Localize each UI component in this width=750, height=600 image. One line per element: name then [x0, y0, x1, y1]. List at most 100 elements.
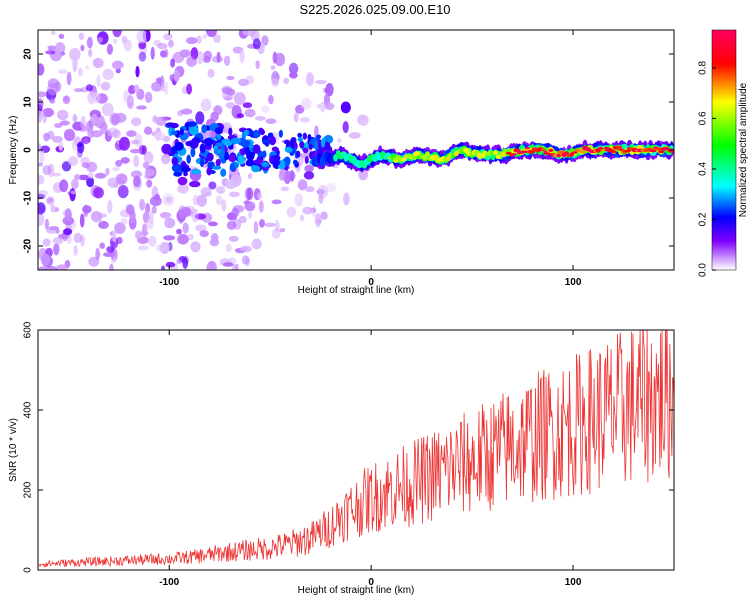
x-tick-label: 0	[368, 277, 374, 288]
noise-blob	[216, 51, 221, 63]
noise-blob	[319, 101, 326, 113]
x-tick-label: -100	[159, 577, 179, 588]
noise-blob	[118, 136, 130, 151]
noise-blob	[213, 34, 222, 43]
noise-blob	[259, 219, 265, 228]
snr-ylabel: SNR (10 * v/v)	[8, 418, 19, 482]
noise-blob	[80, 44, 85, 52]
y-tick-label: 0	[23, 567, 34, 573]
noise-blob	[55, 264, 68, 270]
transition-blob	[228, 154, 237, 163]
transition-blob	[215, 158, 221, 167]
noise-blob	[47, 130, 55, 140]
noise-blob	[144, 168, 155, 177]
transition-blob	[206, 152, 214, 162]
noise-blob	[96, 74, 101, 88]
noise-blob	[210, 233, 219, 243]
noise-blob	[177, 183, 189, 194]
noise-blob	[143, 151, 154, 164]
noise-blob	[38, 162, 43, 167]
ridge-blob	[511, 153, 517, 156]
noise-blob	[238, 215, 247, 224]
noise-blob	[206, 30, 217, 38]
noise-blob	[258, 200, 264, 213]
noise-blob	[106, 246, 115, 253]
noise-blob	[152, 115, 158, 122]
noise-blob	[49, 97, 55, 104]
noise-blob	[190, 241, 201, 253]
noise-blob	[304, 164, 314, 173]
noise-blob	[270, 65, 276, 70]
noise-blob	[63, 228, 73, 236]
noise-blob	[93, 187, 104, 199]
noise-blob	[302, 206, 313, 215]
noise-blob	[241, 255, 250, 265]
transition-blob	[179, 128, 184, 136]
noise-blob	[165, 261, 176, 268]
noise-blob	[115, 173, 128, 185]
noise-blob	[38, 202, 46, 215]
noise-blob	[131, 139, 140, 145]
noise-blob	[107, 177, 119, 188]
noise-blob	[64, 208, 72, 223]
noise-blob	[182, 257, 189, 269]
noise-blob	[268, 94, 274, 105]
transition-blob	[302, 132, 307, 140]
noise-blob	[150, 46, 155, 60]
transition-blob	[230, 137, 241, 144]
noise-blob	[252, 38, 261, 50]
noise-blob	[50, 30, 56, 36]
noise-blob	[114, 222, 126, 235]
noise-blob	[115, 112, 127, 123]
transition-blob	[220, 168, 227, 177]
ridge-blob	[524, 147, 530, 150]
transition-blob	[271, 146, 279, 152]
noise-blob	[223, 96, 233, 101]
colorbar: 0.0 0.2 0.4 0.6 0.8 Normalized spectral ampl…	[698, 29, 749, 277]
noise-blob	[100, 81, 111, 91]
noise-blob	[222, 87, 232, 94]
noise-blob	[199, 230, 209, 238]
transition-blob	[290, 139, 295, 149]
noise-blob	[73, 88, 84, 93]
noise-blob	[186, 83, 193, 95]
y-tick-label: 10	[23, 96, 34, 108]
noise-blob	[58, 141, 64, 151]
x-tick-label: 100	[565, 577, 582, 588]
noise-blob	[139, 198, 146, 211]
noise-blob	[88, 256, 100, 267]
transition-blob	[293, 159, 298, 165]
transition-blob	[166, 122, 175, 128]
colorbar-label: Normalized spectral amplitude	[738, 82, 749, 217]
noise-blob	[186, 37, 198, 45]
noise-blob	[106, 43, 113, 55]
transition-blob	[215, 142, 224, 148]
noise-blob	[92, 57, 104, 69]
transition-blob	[228, 127, 233, 136]
noise-blob	[123, 39, 132, 52]
noise-blob	[196, 194, 207, 207]
ridge-blob	[598, 147, 604, 150]
noise-blob	[72, 114, 78, 123]
noise-blob	[46, 198, 54, 203]
noise-blob	[112, 166, 120, 172]
noise-blob	[239, 49, 245, 63]
noise-blob	[222, 262, 234, 267]
noise-blob	[120, 157, 130, 164]
colorbar-tick-label: 0.2	[698, 212, 709, 226]
transition-blob	[199, 143, 206, 154]
noise-blob	[163, 235, 176, 241]
noise-blob	[72, 139, 77, 151]
noise-blob	[271, 228, 281, 240]
noise-blob	[133, 175, 141, 188]
y-tick-label: 0	[23, 147, 34, 153]
chart-title: S225.2026.025.09.00.E10	[299, 2, 451, 17]
noise-blob	[47, 45, 56, 51]
noise-blob	[180, 108, 193, 115]
noise-blob	[138, 41, 147, 50]
transition-blob	[312, 137, 319, 142]
noise-blob	[53, 243, 60, 256]
noise-blob	[54, 81, 62, 92]
noise-blob	[87, 172, 94, 179]
transition-blob	[297, 137, 303, 143]
